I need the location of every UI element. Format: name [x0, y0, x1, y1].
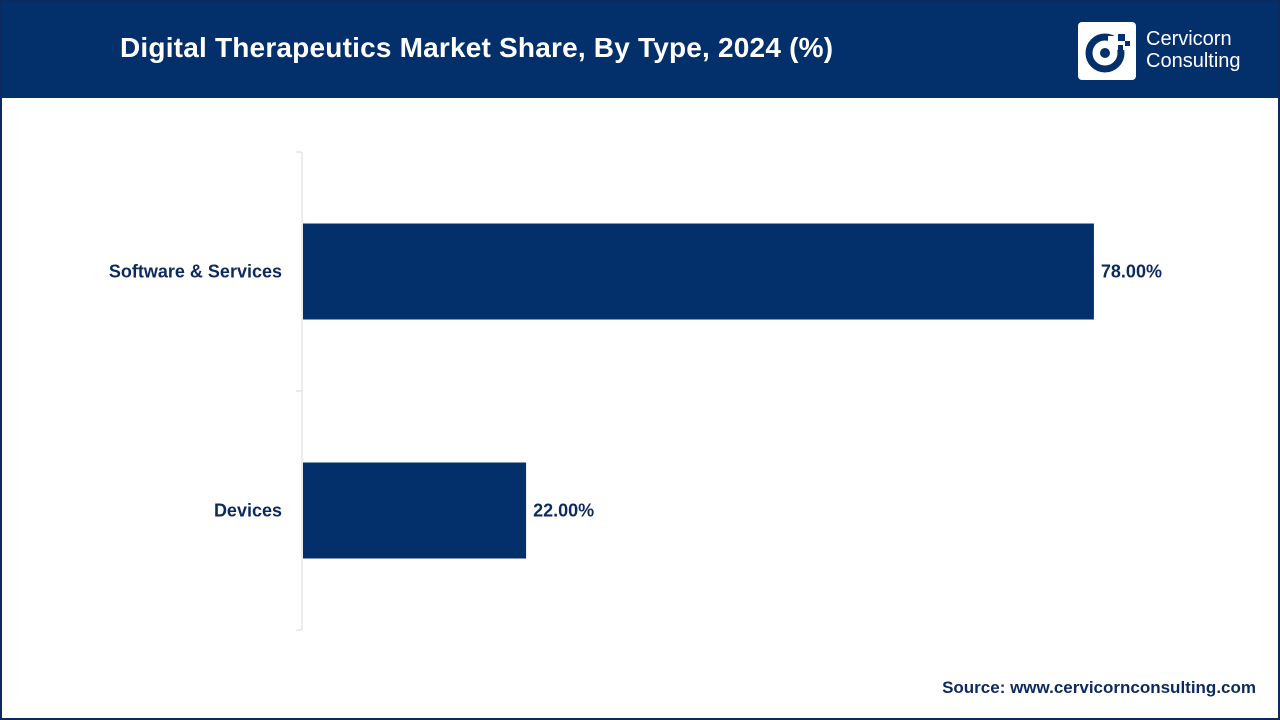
chart-title: Digital Therapeutics Market Share, By Ty… — [120, 32, 834, 63]
data-label: 22.00% — [533, 501, 594, 521]
logo-wordmark: Cervicorn Consulting — [1146, 28, 1241, 72]
cervicorn-logo-icon — [1078, 22, 1136, 80]
data-label: 78.00% — [1101, 262, 1162, 282]
logo-line-1: Cervicorn — [1146, 28, 1232, 50]
category-label: Devices — [214, 501, 282, 521]
category-label: Software & Services — [109, 262, 282, 282]
bar — [303, 223, 1094, 320]
bar-chart: Software & Services 78.00% Devices 22.00% — [109, 151, 1162, 631]
source-note: Source: www.cervicornconsulting.com — [942, 678, 1256, 697]
bar — [303, 462, 527, 559]
logo-line-2: Consulting — [1146, 50, 1241, 72]
header-banner: Digital Therapeutics Market Share, By Ty… — [2, 2, 1278, 98]
